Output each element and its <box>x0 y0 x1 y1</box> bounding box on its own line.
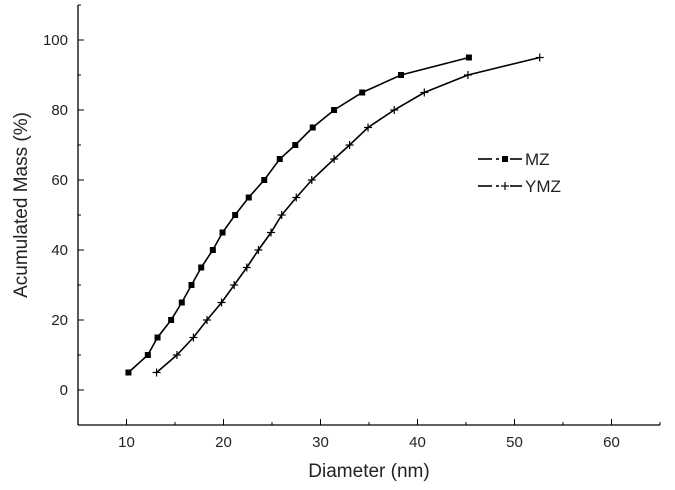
data-point-ymz <box>420 88 429 97</box>
data-point-ymz <box>230 281 239 289</box>
y-tick-label: 80 <box>51 102 68 119</box>
tick-group: 10 20 30 40 50 60 0 20 40 60 80 100 <box>43 4 661 451</box>
data-point-ymz <box>203 316 212 324</box>
data-point-mz <box>261 177 268 183</box>
data-point-ymz <box>330 155 339 163</box>
y-tick-label: 60 <box>51 172 68 189</box>
data-point-ymz <box>172 351 181 359</box>
data-point-mz <box>465 54 472 61</box>
data-point-mz <box>232 212 239 218</box>
data-point-ymz <box>463 71 472 79</box>
data-point-mz <box>144 352 151 358</box>
y-axis-title: Acumulated Mass (%) <box>11 112 32 298</box>
y-tick-label: 40 <box>51 242 68 259</box>
legend-label-ymz: YMZ <box>525 177 561 196</box>
data-point-mz <box>398 72 405 78</box>
legend: MZ YMZ <box>478 150 561 196</box>
data-point-mz <box>125 369 132 376</box>
series-group <box>125 53 544 377</box>
data-point-ymz <box>345 141 354 149</box>
x-tick-label: 50 <box>506 434 523 451</box>
data-point-mz <box>292 142 299 148</box>
x-axis-title: Diameter (nm) <box>308 461 429 482</box>
data-point-ymz <box>254 246 263 254</box>
data-point-ymz <box>292 193 301 202</box>
data-point-mz <box>188 282 195 288</box>
data-point-ymz <box>535 53 544 62</box>
data-point-ymz <box>364 123 373 132</box>
data-point-mz <box>331 107 338 113</box>
data-point-mz <box>154 334 161 341</box>
data-point-mz <box>309 124 316 131</box>
plot-frame <box>77 5 660 426</box>
data-point-ymz <box>390 106 399 114</box>
data-point-ymz <box>267 228 276 237</box>
x-tick-label: 20 <box>215 434 232 451</box>
data-point-mz <box>359 89 366 96</box>
x-tick-label: 60 <box>603 434 620 451</box>
data-point-ymz <box>277 211 286 219</box>
legend-marker-mz <box>502 156 508 162</box>
data-point-mz <box>168 317 175 323</box>
series-line-mz <box>127 56 470 374</box>
y-tick-label: 100 <box>43 32 68 49</box>
data-point-mz <box>198 264 205 271</box>
y-tick-label: 0 <box>60 382 68 399</box>
data-point-mz <box>209 247 216 253</box>
data-point-ymz <box>217 298 226 307</box>
data-point-mz <box>178 299 185 306</box>
legend-marker-ymz <box>501 182 509 190</box>
series-line-ymz <box>156 56 540 374</box>
data-point-ymz <box>242 263 251 272</box>
x-tick-label: 30 <box>312 434 329 451</box>
x-tick-label: 10 <box>118 434 135 451</box>
data-point-ymz <box>307 176 316 184</box>
data-point-mz <box>245 194 252 201</box>
data-point-mz <box>276 156 283 162</box>
legend-label-mz: MZ <box>525 150 550 169</box>
data-point-mz <box>219 229 226 236</box>
data-point-ymz <box>152 368 161 377</box>
y-tick-label: 20 <box>51 312 68 329</box>
data-point-ymz <box>189 333 198 342</box>
x-tick-label: 40 <box>409 434 426 451</box>
